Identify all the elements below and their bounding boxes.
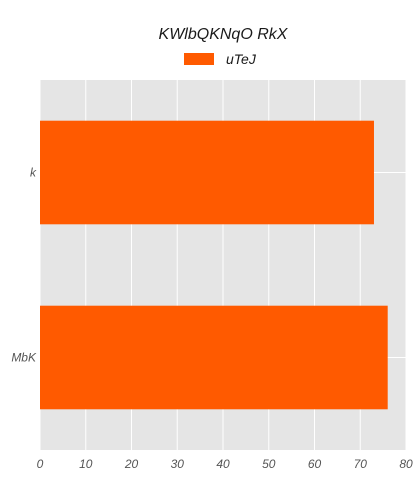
x-tick-label: 20 xyxy=(124,457,139,471)
x-tick-label: 60 xyxy=(308,457,322,471)
x-tick-label: 10 xyxy=(79,457,93,471)
category-label-k: k xyxy=(30,166,37,180)
x-tick-label: 30 xyxy=(171,457,185,471)
x-tick-label: 80 xyxy=(399,457,413,471)
x-tick-labels: 0 10 20 30 40 50 60 70 80 xyxy=(37,457,413,471)
category-label-mbk: MbK xyxy=(11,351,37,365)
legend: uTeJ xyxy=(184,51,257,67)
x-tick-label: 0 xyxy=(37,457,44,471)
x-tick-label: 50 xyxy=(262,457,276,471)
bar-mbk xyxy=(40,305,388,410)
chart-title: KWlbQKNqO RkX xyxy=(159,26,289,43)
bars xyxy=(40,120,388,410)
x-tick-label: 40 xyxy=(216,457,230,471)
legend-swatch xyxy=(184,53,214,65)
category-labels: k MbK xyxy=(11,166,37,365)
bar-k xyxy=(40,120,374,225)
x-tick-label: 70 xyxy=(354,457,368,471)
legend-label: uTeJ xyxy=(226,51,257,67)
